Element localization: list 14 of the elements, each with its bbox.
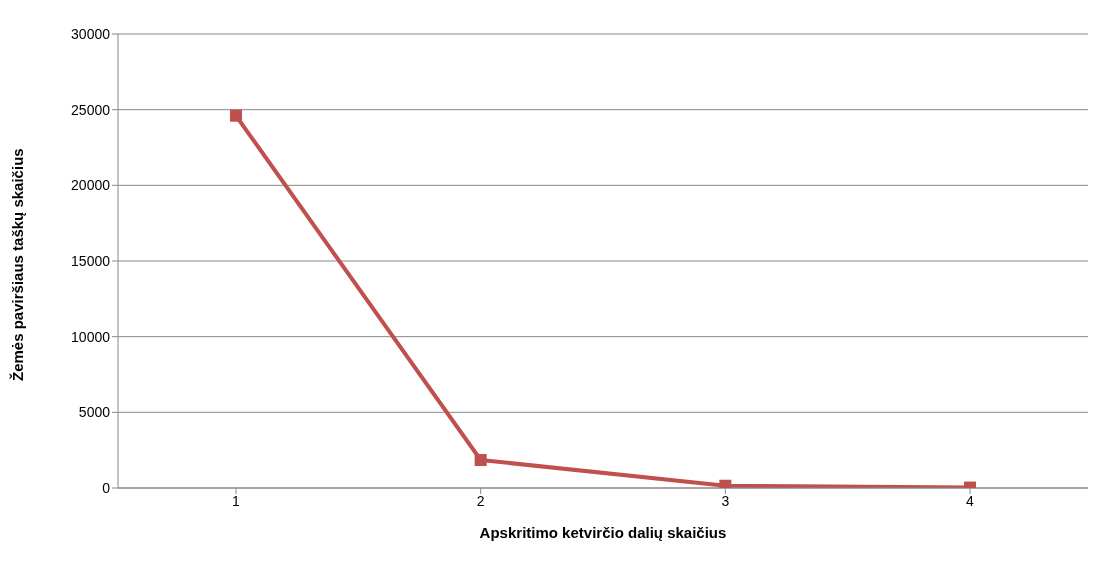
y-tick-label: 10000: [71, 328, 111, 345]
y-tick-label: 30000: [71, 25, 111, 42]
y-tick-label: 25000: [71, 101, 111, 118]
x-tick-label: 4: [966, 492, 975, 509]
y-tick-label: 15000: [71, 252, 111, 269]
y-tick-label: 0: [102, 479, 111, 496]
x-axis-title: Apskritimo ketvirčio dalių skaičius: [479, 524, 727, 541]
x-tick-label: 2: [476, 492, 485, 509]
y-tick-label: 5000: [78, 404, 111, 421]
point: [230, 109, 242, 122]
y-axis-title: Žemės paviršiaus taškų skaičius: [9, 148, 27, 381]
x-tick-label: 1: [232, 492, 241, 509]
y-tick-label: 20000: [71, 177, 111, 194]
x-tick-label: 3: [721, 492, 730, 509]
